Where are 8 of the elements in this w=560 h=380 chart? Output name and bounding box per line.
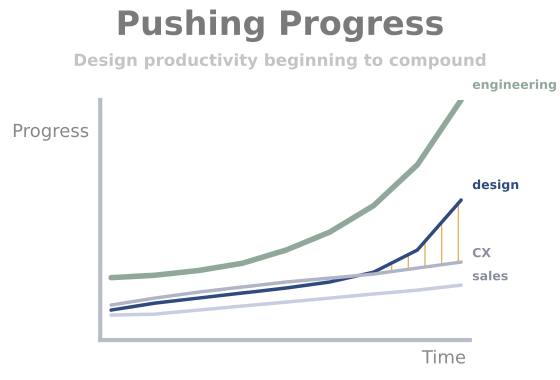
- series-label: sales: [472, 270, 508, 280]
- series-label: CX: [472, 248, 491, 258]
- chart-title: Pushing Progress: [118, 10, 443, 42]
- chart-subtitle: Design productivity beginning to compound: [74, 53, 486, 70]
- series-label: design: [472, 180, 518, 192]
- y-axis-title: Progress: [14, 124, 88, 141]
- x-axis-title: Time: [422, 350, 466, 364]
- series-label: engineering: [472, 79, 556, 92]
